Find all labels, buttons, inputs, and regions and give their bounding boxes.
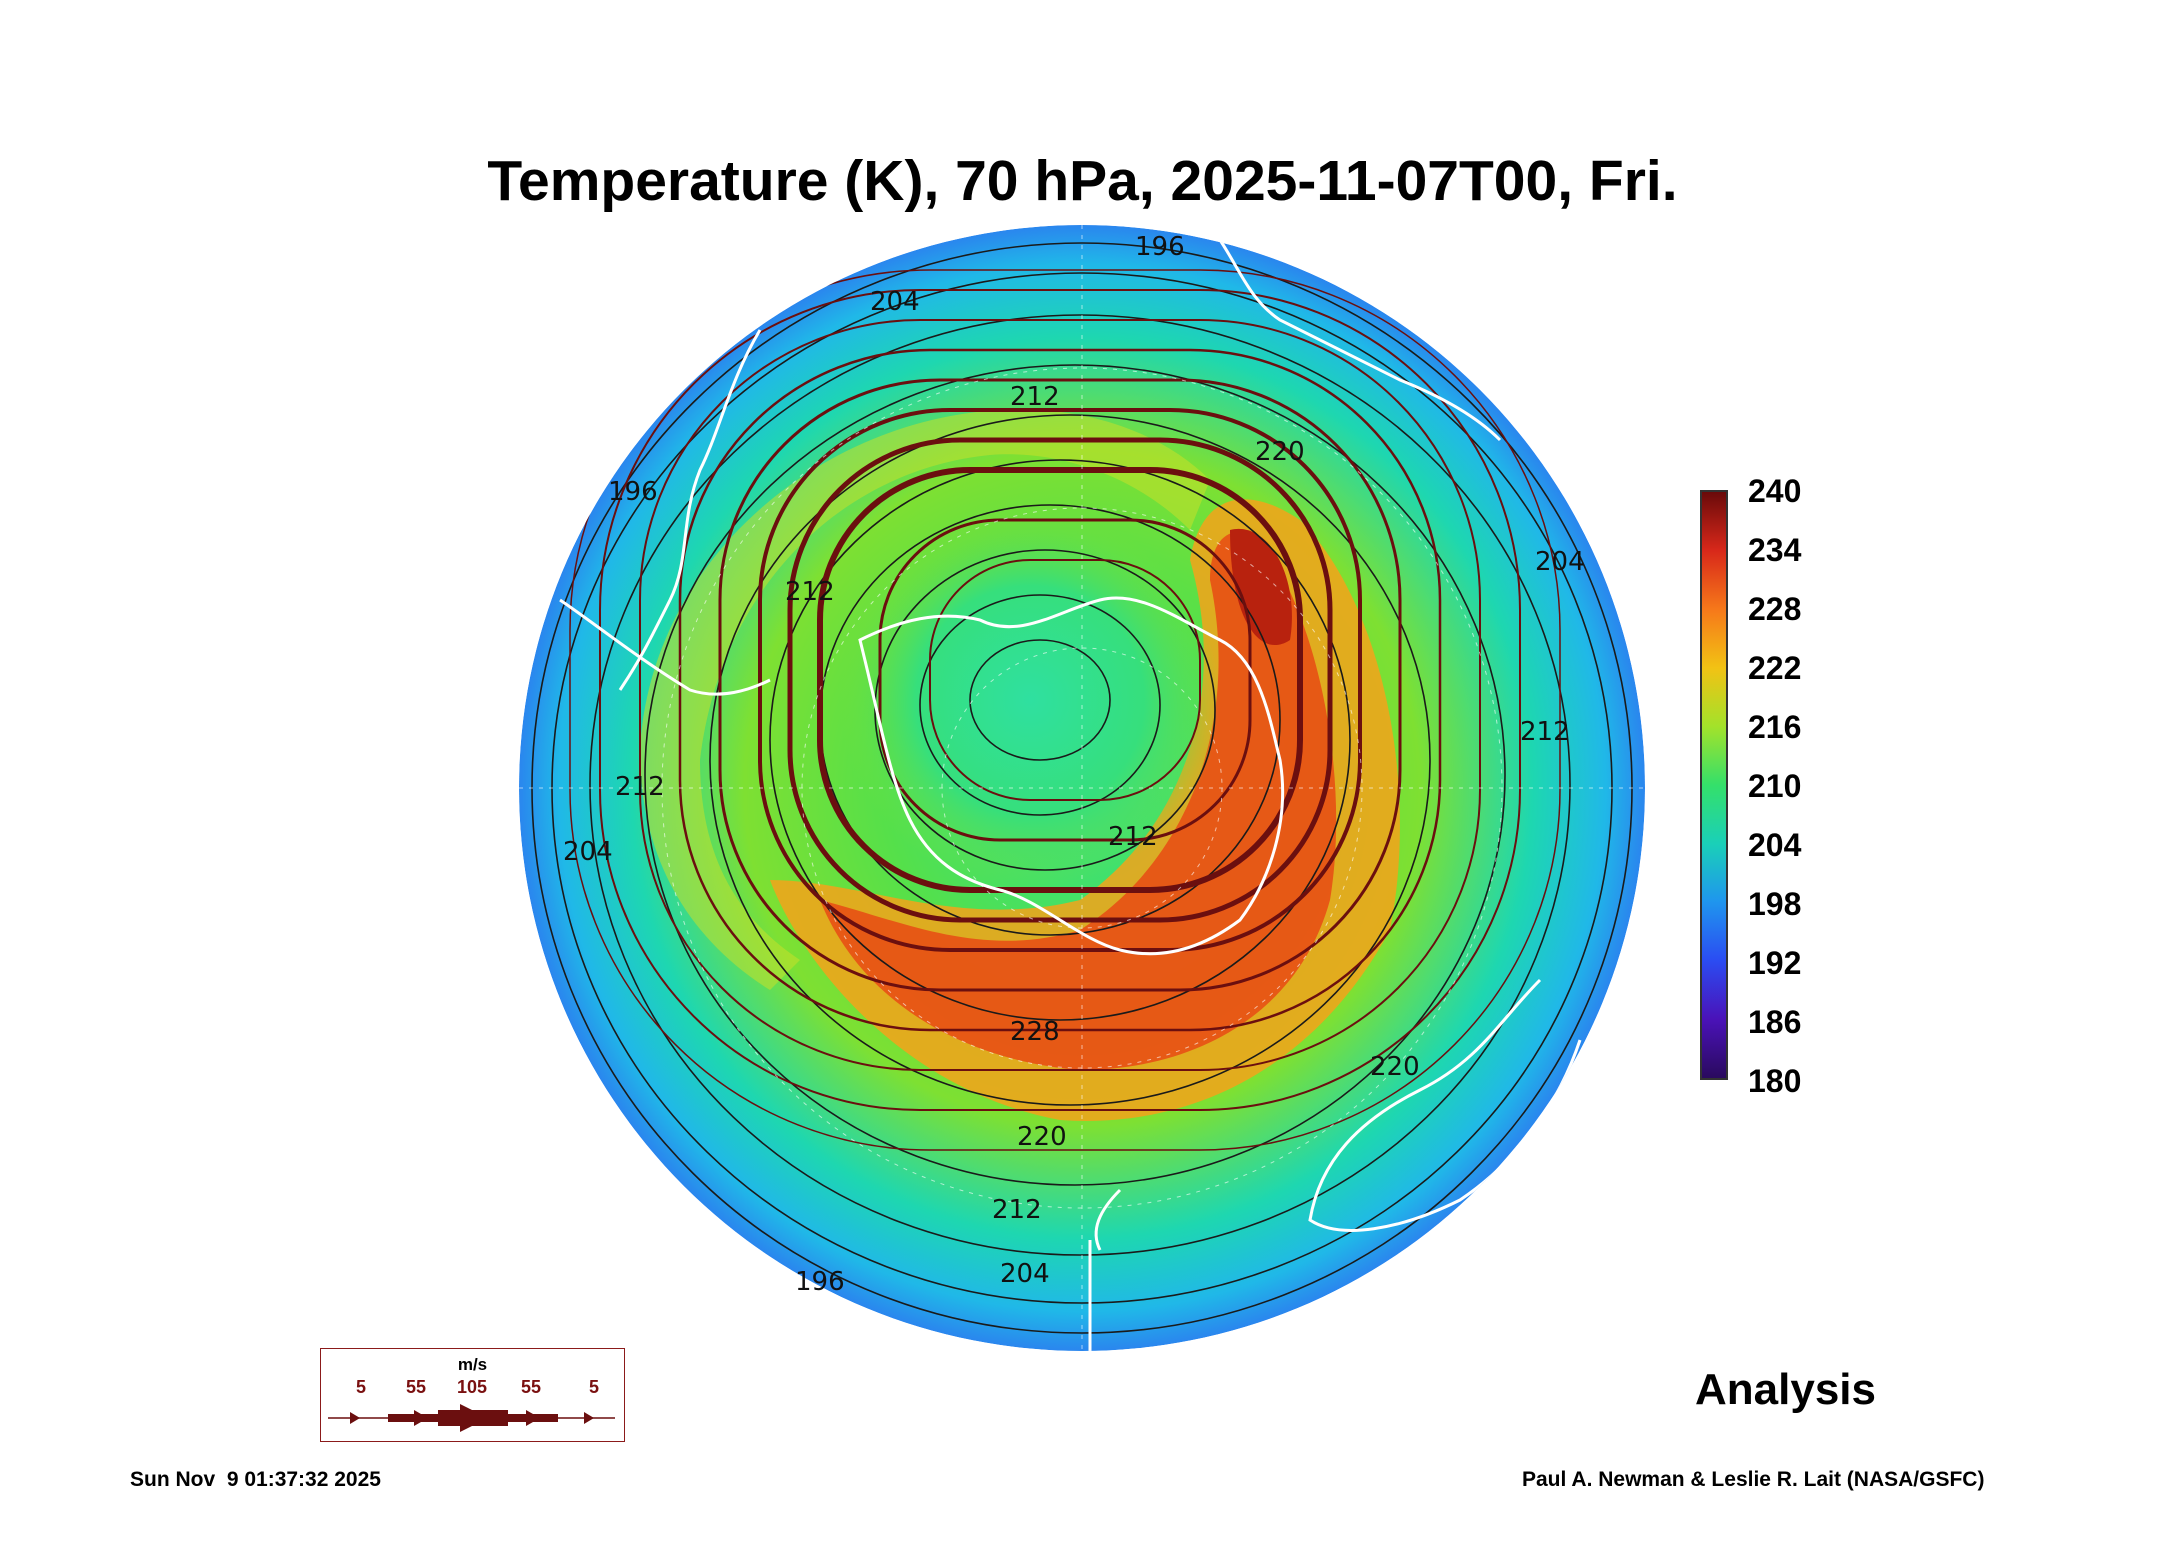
yellow-band [640, 409, 1210, 990]
wind-legend-unit: m/s [457, 1355, 488, 1374]
colorbar-label-216: 216 [1748, 709, 1802, 745]
contour-label-212-bottom: 212 [992, 1195, 1042, 1225]
contour-label-212-inner: 212 [785, 577, 835, 607]
wind-legend-value: 5 [589, 1377, 600, 1397]
colorbar-label-222: 222 [1748, 650, 1802, 686]
wind-speed-legend: m/s 5 55 105 55 5 [320, 1348, 625, 1442]
contour-label-228: 228 [1010, 1017, 1060, 1047]
wind-legend-arrows [327, 1403, 615, 1432]
wind-legend-value: 55 [521, 1377, 542, 1397]
colorbar-label-210: 210 [1748, 768, 1802, 804]
contour-label-212-center: 212 [1108, 822, 1158, 852]
colorbar-label-234: 234 [1748, 532, 1802, 568]
footer-credit: Paul A. Newman & Leslie R. Lait (NASA/GS… [1522, 1468, 1985, 1491]
contour-label-204-right: 204 [1535, 547, 1585, 577]
colorbar-label-192: 192 [1748, 945, 1802, 981]
contour-label-212-right: 212 [1520, 717, 1570, 747]
warm-region-red [820, 532, 1337, 1070]
colorbar-label-198: 198 [1748, 886, 1802, 922]
wind-legend-value: 105 [457, 1377, 488, 1397]
contour-label-204-top: 204 [870, 287, 920, 317]
contour-label-196-left: 196 [608, 477, 658, 507]
contour-label-220-right: 220 [1370, 1052, 1420, 1082]
colorbar-label-204: 204 [1748, 827, 1802, 863]
colorbar [1700, 490, 1728, 1080]
map-title: Temperature (K), 70 hPa, 2025-11-07T00, … [487, 149, 1678, 213]
footer-timestamp: Sun Nov 9 01:37:32 2025 [130, 1468, 381, 1491]
colorbar-label-186: 186 [1748, 1004, 1802, 1040]
contour-label-204-left: 204 [563, 837, 613, 867]
contour-label-212-top: 212 [1010, 382, 1060, 412]
wind-legend-value: 55 [406, 1377, 427, 1397]
analysis-label: Analysis [1695, 1365, 1876, 1414]
wind-streamlines [569, 269, 1561, 1151]
contour-label-204-bottom: 204 [1000, 1259, 1050, 1289]
warm-core [1230, 528, 1292, 646]
contour-label-212-left: 212 [615, 772, 665, 802]
contour-label-group: 196 204 212 220 196 212 204 212 212 204 … [563, 232, 1585, 1297]
contour-label-220-upper: 220 [1255, 437, 1305, 467]
colorbar-label-228: 228 [1748, 591, 1802, 627]
colorbar-label-240: 240 [1748, 473, 1802, 509]
wind-legend-value: 5 [356, 1377, 367, 1397]
contour-label-220-bottom: 220 [1017, 1122, 1067, 1152]
colorbar-label-180: 180 [1748, 1063, 1802, 1099]
contour-label-196-top: 196 [1135, 232, 1185, 262]
contour-label-196-bottom: 196 [795, 1267, 845, 1297]
graticule [519, 225, 1645, 1351]
cold-core [840, 510, 1220, 890]
